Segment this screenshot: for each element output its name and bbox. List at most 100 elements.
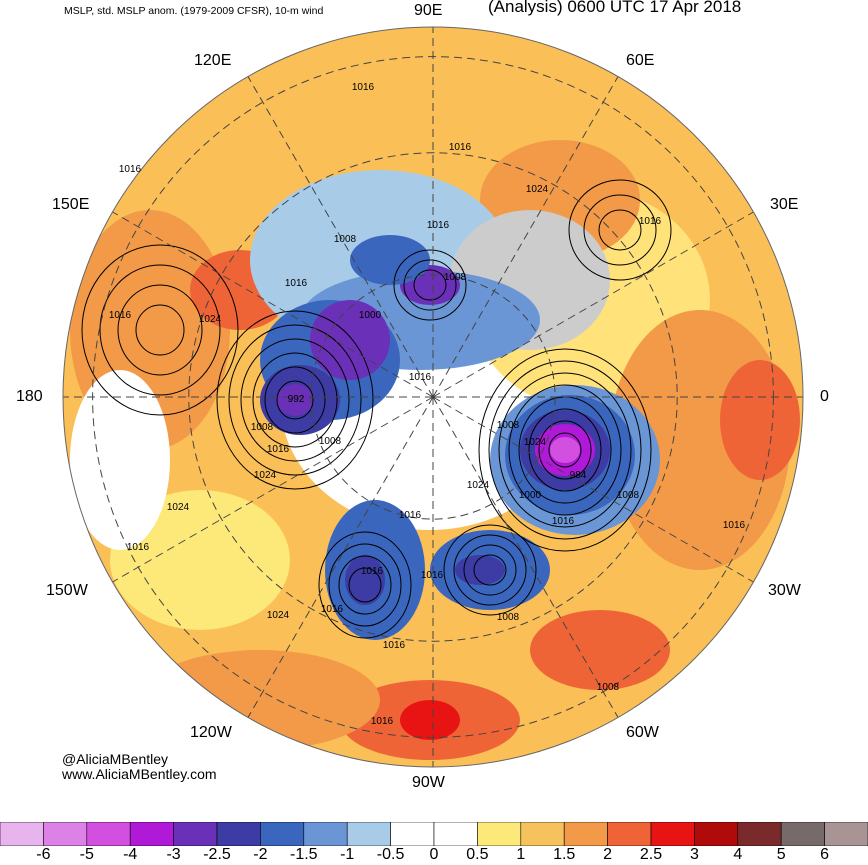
contour-label: 1016 [409, 372, 432, 383]
colorbar-label: -1.5 [290, 846, 318, 863]
contour-label: 1024 [167, 502, 190, 513]
isobar-5-4 [81, 244, 239, 416]
contour-label: 1000 [359, 310, 382, 321]
isobar-1-5 [508, 384, 622, 516]
colorbar-label: 5 [776, 846, 786, 863]
meridian-line [432, 396, 754, 583]
lon-label-30e: 30E [770, 196, 799, 213]
colorbar-segment-14 [607, 822, 652, 846]
anomaly-patch-7 [530, 610, 670, 690]
isobar-2-2 [403, 259, 457, 311]
contour-label: 1016 [449, 142, 472, 153]
latitude-circle-0 [310, 274, 556, 520]
colorbar-segment-6 [260, 822, 305, 846]
contour-label: 1000 [519, 490, 542, 501]
contour-label: 1016 [267, 444, 290, 455]
colorbar-segment-11 [477, 822, 522, 846]
lon-label-30w: 30W [768, 582, 801, 599]
isobar-4-1 [348, 567, 382, 603]
contour-label: 1008 [334, 234, 357, 245]
isobar-3-1 [473, 554, 507, 586]
colorbar-label: 0.5 [466, 846, 489, 863]
contour-label: 1024 [267, 610, 290, 621]
colorbar-label: -1 [340, 846, 355, 863]
colorbar-segment-15 [650, 822, 695, 846]
meridian-line [432, 211, 754, 398]
colorbar-segment-12 [520, 822, 565, 846]
anomaly-patch-23 [345, 555, 385, 605]
contour-label: 1016 [361, 566, 384, 577]
anomaly-patch-25 [455, 555, 505, 585]
isobar-4-2 [338, 555, 392, 615]
colorbar-segment-1 [43, 822, 88, 846]
anomaly-fields [70, 140, 800, 760]
colorbar-label: 2 [603, 846, 613, 863]
isobar-3-3 [453, 534, 527, 606]
contour-labels: 1016 1016 1016 1024 1016 1016 1008 1016 1008 1024… [109, 82, 746, 727]
isobar-0-4 [240, 338, 350, 462]
contour-label: 1016 [119, 164, 142, 175]
isobar-0-1 [276, 380, 314, 420]
colorbar-label: 6 [820, 846, 830, 863]
isobar-3-2 [463, 544, 517, 596]
colorbar-label: 2.5 [639, 846, 663, 863]
contour-label: 1016 [421, 570, 444, 581]
colorbar-label: -2 [253, 846, 268, 863]
graticule [63, 27, 803, 767]
isobar-1-6 [498, 372, 632, 528]
map-border [62, 26, 804, 768]
contour-label: 992 [288, 394, 305, 405]
contour-label: 1016 [427, 220, 450, 231]
anomaly-patch-6 [400, 700, 460, 740]
contour-label: 1008 [617, 490, 640, 501]
meridian-line [247, 396, 434, 718]
contour-label: 1016 [285, 278, 308, 289]
lon-label-120w: 120W [190, 724, 232, 741]
isobar-0-5 [228, 324, 362, 476]
isobar-2-3 [393, 249, 467, 321]
contour-label: 1016 [127, 542, 150, 553]
contour-label: 1016 [552, 516, 575, 527]
isobar-2-1 [413, 269, 447, 301]
colorbar-segment-8 [346, 822, 391, 846]
isobar-1-3 [528, 408, 602, 492]
contour-label: 1024 [524, 437, 547, 448]
isobar-1-2 [538, 420, 592, 480]
colorbar-label: -3 [166, 846, 181, 863]
colorbar-segment-4 [173, 822, 218, 846]
isobar-4-3 [328, 543, 402, 627]
lon-label-180: 180 [16, 388, 43, 405]
anomaly-patch-18 [277, 384, 313, 416]
colorbar-segment-7 [303, 822, 348, 846]
lon-label-90e: 90E [414, 2, 443, 19]
contour-label: 1016 [371, 716, 394, 727]
colorbar-segment-0 [0, 822, 44, 846]
contour-label: 1024 [526, 184, 549, 195]
colorbar-segment-17 [737, 822, 782, 846]
anomaly-patch-8 [140, 650, 380, 750]
anomaly-patch-3 [720, 360, 800, 480]
colorbar-segment-16 [694, 822, 739, 846]
contour-label: 1016 [383, 640, 406, 651]
contour-label: 984 [570, 470, 587, 481]
isobar-4-4 [318, 531, 412, 639]
anomaly-patch-30 [550, 437, 580, 463]
isobar-5-1 [135, 304, 185, 356]
isobar-5-2 [117, 284, 203, 376]
colorbar-label: 0 [429, 846, 439, 863]
contour-label: 1016 [109, 310, 132, 321]
meridian-line [112, 396, 434, 583]
isobar-1-1 [548, 432, 582, 468]
isobar-3-4 [443, 524, 537, 616]
lon-label-0: 0 [820, 388, 829, 405]
lon-label-90w: 90W [412, 774, 445, 791]
isobar-6-1 [598, 209, 642, 251]
latitude-circle-1 [188, 152, 678, 642]
colorbar-segment-13 [563, 822, 608, 846]
colorbar-label: -2.5 [203, 846, 231, 863]
lon-label-60e: 60E [626, 52, 655, 69]
meridian-line [112, 211, 434, 398]
map-title-right: (Analysis) 0600 UTC 17 Apr 2018 [488, 0, 742, 16]
contour-label: 1024 [254, 470, 277, 481]
